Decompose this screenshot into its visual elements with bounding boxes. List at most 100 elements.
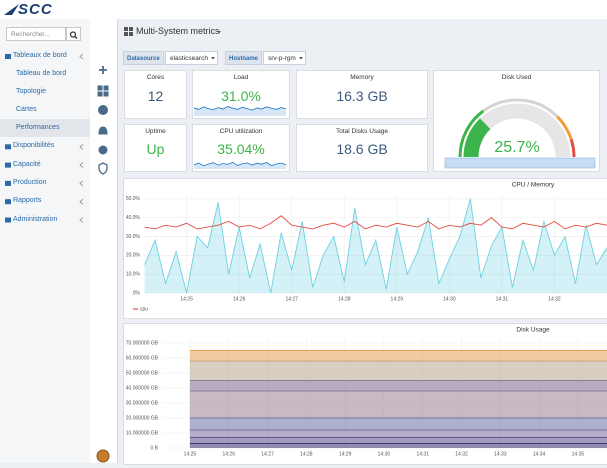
x-tick-label: 14:31 [416, 451, 429, 457]
chevron [79, 162, 84, 168]
submenu-item[interactable]: Topologie [16, 88, 46, 96]
stat-value: 31.0% [221, 87, 261, 104]
gauge-label: 25.7% [494, 139, 539, 156]
menu-icon [5, 217, 11, 223]
search-icon [69, 31, 78, 39]
y-tick-label: 10.0% [126, 271, 141, 277]
y-tick-label: 0% [133, 290, 141, 296]
stacked-area [189, 361, 607, 381]
stat-value: Up [146, 141, 165, 157]
legend-label: cpu [140, 306, 148, 312]
panel-title: CPU utilization [219, 128, 263, 135]
avatar[interactable] [96, 449, 110, 463]
x-tick-label: 14:27 [285, 296, 298, 302]
sidebar [0, 19, 90, 463]
variable-label: Datasource [123, 51, 164, 65]
alert-icon[interactable] [98, 126, 108, 135]
chart-title: Disk Usage [516, 327, 550, 334]
y-tick-label: 20.0% [126, 253, 141, 259]
panel-title: Cores [146, 74, 165, 81]
stat-panel: Memory 16.3 GB [296, 70, 428, 119]
gauge-value [463, 118, 491, 158]
shield-icon[interactable] [98, 162, 108, 175]
submenu-item[interactable]: Performances [16, 124, 60, 132]
stat-value: 12 [147, 87, 164, 104]
active-bg [0, 119, 90, 138]
y-tick-label: 40.000000 GB [126, 385, 159, 391]
x-tick-label: 14:28 [300, 451, 313, 457]
gauge-threshold [458, 109, 485, 158]
submenu-item[interactable]: Cartes [16, 106, 37, 114]
stacked-area [189, 430, 607, 438]
graph-panel [123, 178, 607, 319]
stacked-area [189, 380, 607, 391]
menu-item[interactable]: Rapports [13, 197, 42, 205]
submenu-item[interactable]: Tableau de bord [16, 70, 67, 78]
x-tick-label: 14:28 [338, 296, 351, 302]
y-tick-label: 30.0% [126, 234, 141, 240]
x-tick-label: 14:34 [533, 451, 546, 457]
panel-title: Disk Used [501, 74, 532, 81]
x-tick-label: 14:27 [261, 451, 274, 457]
x-tick-label: 14:29 [391, 296, 404, 302]
stat-value: 35.04% [217, 141, 265, 157]
search-input[interactable]: Rechercher... [6, 27, 66, 41]
stacked-area [189, 443, 607, 448]
logo-mark [4, 4, 19, 15]
caret [217, 31, 221, 34]
stat-panel: Total Disks Usage 18.6 GB [296, 124, 428, 172]
x-tick-label: 14:26 [233, 296, 246, 302]
menu-icon [5, 199, 11, 205]
gauge-threshold [556, 115, 573, 140]
y-tick-label: 40.0% [126, 215, 141, 221]
x-tick-label: 14:26 [222, 451, 235, 457]
y-tick-label: 60.000000 GB [126, 355, 159, 361]
menu-item[interactable]: Tableaux de bord [13, 52, 67, 59]
logo[interactable]: SCC [18, 1, 53, 18]
panel-title: Uptime [145, 128, 166, 135]
stacked-area [189, 437, 607, 444]
stacked-area [189, 391, 607, 418]
x-tick-label: 14:31 [496, 296, 509, 302]
icon-bar [90, 19, 118, 463]
menu-item[interactable]: Capacité [13, 160, 41, 168]
chevron [79, 180, 84, 187]
chart-title: CPU / Memory [512, 182, 555, 189]
panel-title: Memory [350, 74, 374, 81]
y-tick-label: 0 B [150, 445, 158, 451]
menu-item[interactable]: Disponibilités [13, 142, 55, 150]
menu-icon [5, 54, 11, 59]
stacked-area [189, 418, 607, 430]
stat-value: 18.6 GB [336, 141, 388, 157]
y-tick-label: 10.000000 GB [126, 430, 159, 436]
explore-icon[interactable] [98, 105, 108, 115]
search-button[interactable] [66, 27, 81, 41]
add-icon[interactable] [99, 66, 107, 74]
dashboard-title[interactable]: Multi-System metrics [136, 26, 220, 36]
gauge-spark [444, 157, 596, 169]
variable-value[interactable]: elasticsearch [165, 51, 218, 65]
chevron [79, 53, 84, 60]
chevron [79, 217, 84, 223]
y-tick-label: 30.000000 GB [126, 400, 159, 406]
series-line [144, 215, 607, 230]
chevron [79, 143, 84, 150]
variable-value[interactable]: srv-p-rgm [263, 51, 306, 65]
y-tick-label: 20.000000 GB [126, 415, 159, 421]
stat-panel: Uptime Up [124, 124, 187, 172]
stacked-area [189, 350, 607, 361]
menu-icon [5, 162, 11, 168]
caret [299, 57, 303, 60]
x-tick-label: 14:33 [494, 451, 507, 457]
x-tick-label: 14:25 [184, 451, 197, 457]
dashboards-icon[interactable] [97, 85, 109, 97]
gauge-threshold [482, 98, 559, 118]
x-tick-label: 14:30 [443, 296, 456, 302]
menu-item[interactable]: Administration [13, 215, 58, 223]
x-tick-label: 14:30 [378, 451, 391, 457]
y-tick-label: 50.0% [126, 196, 141, 202]
menu-item[interactable]: Production [13, 178, 47, 186]
settings-icon[interactable] [98, 145, 108, 155]
